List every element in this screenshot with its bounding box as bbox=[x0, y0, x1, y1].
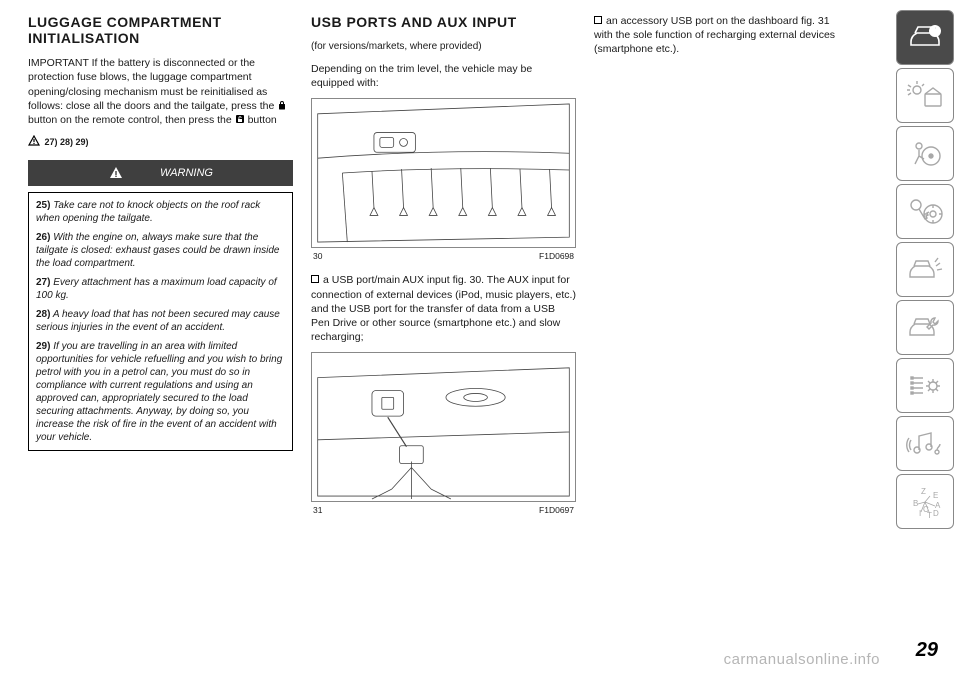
tab-maintenance[interactable] bbox=[896, 300, 954, 355]
figure-31-svg bbox=[312, 353, 575, 501]
page-content: LUGGAGE COMPARTMENT INITIALISATION IMPOR… bbox=[0, 0, 960, 640]
unlock-icon bbox=[235, 114, 245, 124]
fig31-caption: 31 F1D0697 bbox=[311, 504, 576, 517]
col1-title: LUGGAGE COMPARTMENT INITIALISATION bbox=[28, 14, 293, 46]
col2-title: USB PORTS AND AUX INPUT bbox=[311, 14, 576, 30]
tab-settings[interactable] bbox=[896, 358, 954, 413]
tab-vehicle-info[interactable]: i bbox=[896, 10, 954, 65]
svg-text:D: D bbox=[933, 509, 939, 518]
tab-media[interactable] bbox=[896, 416, 954, 471]
page-number: 29 bbox=[916, 639, 938, 662]
lock-icon bbox=[277, 100, 287, 110]
sidebar: i ZEBAIDCT bbox=[896, 10, 954, 529]
watermark: carmanualsonline.info bbox=[724, 651, 880, 668]
col2-sub: (for versions/markets, where provided) bbox=[311, 40, 576, 54]
svg-text:E: E bbox=[933, 491, 938, 500]
figure-30-svg bbox=[312, 99, 575, 247]
svg-text:T: T bbox=[927, 511, 932, 520]
warning-triangle-icon bbox=[28, 135, 40, 147]
warning-box: 25) Take care not to knock objects on th… bbox=[28, 192, 293, 451]
figure-31 bbox=[311, 352, 576, 502]
warning-bar: WARNING bbox=[28, 160, 293, 186]
column-2: USB PORTS AND AUX INPUT (for versions/ma… bbox=[311, 14, 576, 630]
tab-lights[interactable] bbox=[896, 68, 954, 123]
bullet-icon bbox=[594, 16, 602, 24]
col2-bullet1: a USB port/main AUX input fig. 30. The A… bbox=[311, 273, 576, 344]
column-3: an accessory USB port on the dashboard f… bbox=[594, 14, 844, 630]
footnote-refs: 27) 28) 29) bbox=[28, 135, 293, 148]
svg-text:Z: Z bbox=[921, 487, 926, 496]
fig30-caption: 30 F1D0698 bbox=[311, 250, 576, 263]
warning-bar-icon bbox=[108, 165, 124, 181]
figure-30 bbox=[311, 98, 576, 248]
col3-bullet: an accessory USB port on the dashboard f… bbox=[594, 14, 844, 57]
column-1: LUGGAGE COMPARTMENT INITIALISATION IMPOR… bbox=[28, 14, 293, 630]
col1-body: IMPORTANT If the battery is disconnected… bbox=[28, 56, 293, 127]
col2-intro: Depending on the trim level, the vehicle… bbox=[311, 62, 576, 90]
tab-keys[interactable] bbox=[896, 184, 954, 239]
tab-airbag[interactable] bbox=[896, 126, 954, 181]
tab-safety[interactable] bbox=[896, 242, 954, 297]
bullet-icon bbox=[311, 275, 319, 283]
tab-index[interactable]: ZEBAIDCT bbox=[896, 474, 954, 529]
svg-text:I: I bbox=[919, 509, 921, 518]
warning-label: WARNING bbox=[160, 166, 213, 181]
svg-text:B: B bbox=[913, 499, 918, 508]
